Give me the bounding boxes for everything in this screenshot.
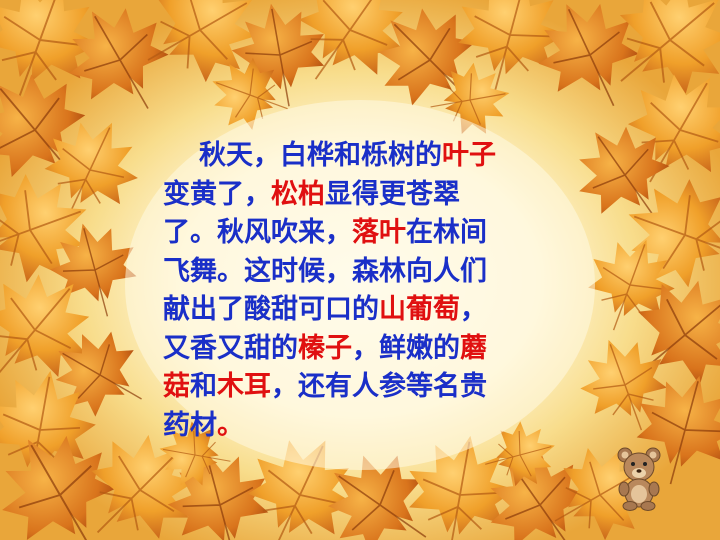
text-segment: ， [460, 294, 487, 325]
text-segment: 飞舞。这时候，森林向人们 [163, 255, 487, 287]
passage-line: 又香又甜的榛子，鲜嫩的蘑 [163, 330, 563, 369]
highlighted-word: 落叶 [352, 217, 406, 248]
passage-line: 了。秋风吹来，落叶在林间 [163, 214, 563, 253]
text-segment: 变黄了， [163, 178, 271, 210]
text-segment: 和 [190, 371, 217, 402]
passage-line: 菇和木耳，还有人参等名贵 [163, 368, 563, 407]
teddy-bear-icon[interactable] [615, 445, 663, 511]
text-segment: 献出了酸甜可口的 [163, 294, 379, 325]
highlighted-word: 松柏 [271, 178, 325, 210]
passage-line: 秋天，白桦和栎树的叶子 [163, 137, 563, 176]
highlighted-word: 木耳 [217, 371, 271, 402]
text-segment: 了。秋风吹来， [163, 217, 352, 248]
highlighted-word: 菇 [163, 371, 190, 402]
text-segment: 显得更苍翠 [325, 178, 460, 210]
passage-line: 变黄了，松柏显得更苍翠 [163, 176, 563, 215]
passage-line: 药材。 [163, 407, 563, 446]
text-segment: 又香又甜的 [163, 332, 298, 364]
passage-text: 秋天，白桦和栎树的叶子 变黄了，松柏显得更苍翠 了。秋风吹来，落叶在林间 飞舞。这时候… [163, 137, 563, 445]
passage-line: 飞舞。这时候，森林向人们 [163, 253, 563, 292]
passage-line: 献出了酸甜可口的山葡萄， [163, 291, 563, 330]
text-segment: 药材 [163, 409, 217, 441]
text-segment: 秋天，白桦和栎树的 [199, 140, 442, 171]
highlighted-word: 。 [217, 409, 244, 441]
highlighted-word: 蘑 [460, 332, 487, 364]
highlighted-word: 山葡萄 [379, 294, 460, 325]
text-segment: 在林间 [406, 217, 487, 248]
highlighted-word: 叶子 [442, 140, 496, 171]
highlighted-word: 榛子 [298, 332, 352, 364]
text-segment: ，还有人参等名贵 [271, 371, 487, 402]
text-segment: ，鲜嫩的 [352, 332, 460, 364]
